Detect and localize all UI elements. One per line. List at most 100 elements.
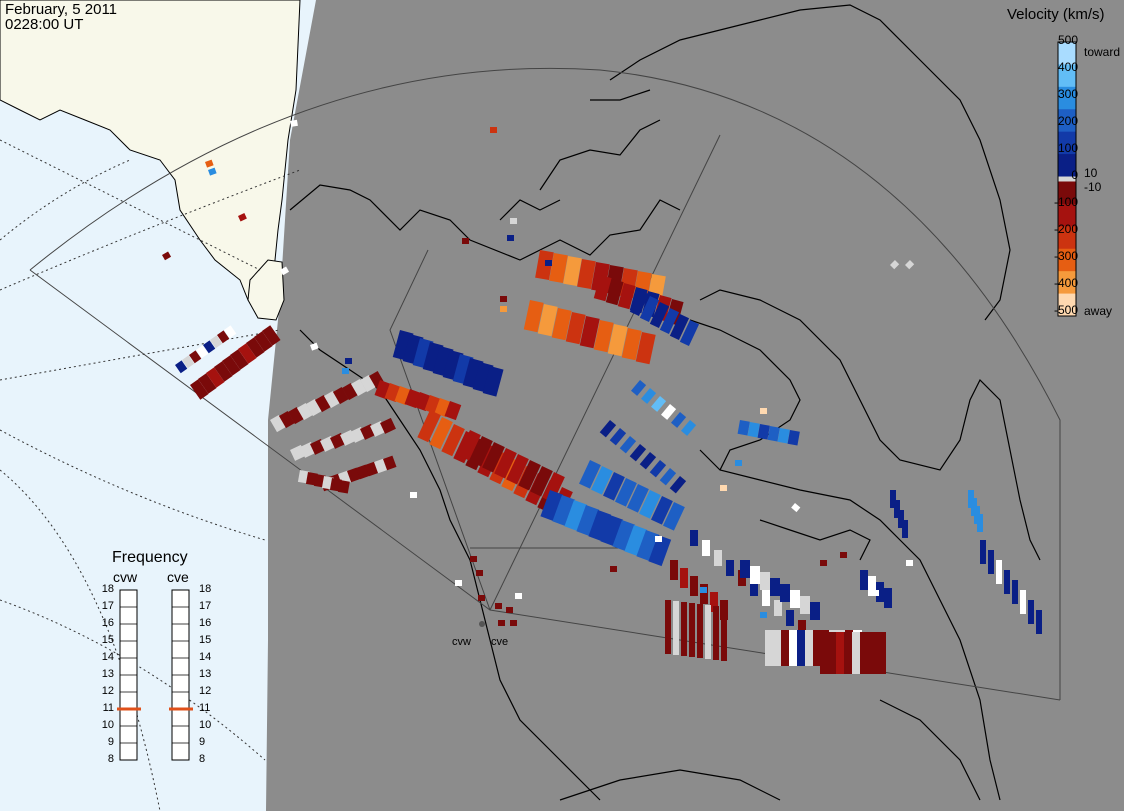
echo-cell [238, 343, 257, 364]
echo-cell [262, 325, 281, 346]
echo-cell [852, 632, 862, 674]
colorbar-tick-label: -200 [1053, 222, 1078, 236]
echo-cell [655, 536, 662, 542]
echo-cell [760, 612, 767, 618]
echo-cell [1012, 580, 1018, 604]
echo-cell [980, 540, 986, 564]
night-region [266, 0, 1124, 811]
echo-cell [621, 328, 642, 361]
echo-cell [636, 530, 660, 562]
echo-cell [798, 620, 806, 636]
echo-cell [663, 501, 685, 531]
echo-cell [740, 560, 750, 578]
echo-cell [750, 566, 760, 584]
echo-cell [410, 492, 417, 498]
echo-cell [540, 489, 564, 522]
echo-cell [196, 345, 209, 359]
echo-cell [564, 500, 588, 532]
colorbar-segment [1058, 271, 1076, 295]
echo-cell [270, 415, 286, 433]
echo-cell [482, 366, 504, 397]
echo-cell [290, 119, 298, 127]
echo-cell [476, 570, 483, 576]
echo-cell [549, 253, 568, 284]
echo-cell [635, 332, 656, 365]
echo-cell [681, 419, 697, 436]
echo-cell [210, 335, 223, 349]
echo-cell [222, 355, 241, 376]
echo-cell [510, 218, 517, 224]
colorbar-tick-label: 200 [1057, 114, 1078, 128]
echo-cell [342, 383, 358, 401]
echo-cell [482, 442, 505, 473]
echo-cell [333, 387, 349, 405]
echo-cell [805, 630, 814, 666]
echo-cell [639, 489, 661, 519]
echo-cell [996, 560, 1002, 584]
echo-cell [750, 580, 758, 596]
radar-echoes [162, 119, 1042, 674]
echo-cell [545, 260, 552, 266]
colorbar-tick-label: 100 [1057, 141, 1078, 155]
echo-cell [224, 325, 237, 339]
echo-cell [720, 485, 727, 491]
echo-cell [906, 560, 913, 566]
echo-cell [458, 430, 481, 461]
colorbar-frame [1057, 41, 1077, 317]
site-label-cve: cve [491, 636, 509, 648]
echo-cell [462, 238, 469, 244]
echo-cell [697, 604, 703, 658]
echo-cell [810, 602, 820, 620]
freq-scale-right: 14 [199, 651, 212, 663]
echo-cell [455, 580, 462, 586]
colorbar-segment [1058, 248, 1076, 272]
echo-cell [306, 399, 322, 417]
freq-scale-left: 14 [101, 651, 114, 663]
colorbar-tick-label: 300 [1057, 87, 1078, 101]
echo-cell [609, 428, 627, 446]
freq-scale-left: 8 [107, 753, 114, 765]
echo-cell [470, 556, 477, 562]
echo-cell [530, 466, 553, 497]
colorbar-tick-label: 400 [1057, 60, 1078, 74]
echo-cell [641, 388, 657, 404]
echo-cell [593, 275, 612, 302]
echo-cell [588, 510, 612, 542]
freq-scale-right: 11 [199, 702, 211, 714]
echo-cell [494, 448, 517, 479]
colorbar-segment [1058, 109, 1076, 133]
echo-cell [182, 355, 195, 369]
echo-cell [876, 632, 886, 674]
echo-cell [860, 632, 870, 674]
echo-cell [790, 590, 800, 608]
echo-cell [1020, 590, 1026, 614]
echo-cell [246, 337, 265, 358]
echo-cell [500, 306, 507, 312]
echo-cell [1036, 610, 1042, 634]
velocity-colorbar [1057, 41, 1077, 317]
echo-cell [777, 428, 790, 444]
echo-cell [669, 476, 687, 494]
echo-cell [651, 495, 673, 525]
echo-cell [774, 600, 782, 616]
echo-cell [600, 515, 624, 547]
echo-cell [629, 443, 647, 462]
echo-cell [551, 308, 572, 341]
echo-cell [840, 552, 847, 558]
echo-cell [629, 290, 650, 316]
echo-cell [671, 411, 687, 428]
freq-scale-right: 18 [199, 583, 212, 595]
echo-cell [760, 408, 767, 414]
echo-cell [797, 630, 806, 666]
echo-cell [288, 407, 304, 425]
toward-label: toward [1084, 45, 1121, 59]
echo-cell [702, 540, 710, 556]
echo-cell [894, 500, 900, 518]
echo-cell [205, 367, 225, 388]
echo-cell [552, 494, 576, 527]
radar-site-cvw [479, 621, 485, 627]
echo-cell [762, 590, 770, 606]
colorbar-tick-label: -400 [1053, 276, 1078, 290]
colorbar-tick-label: -300 [1053, 249, 1078, 263]
